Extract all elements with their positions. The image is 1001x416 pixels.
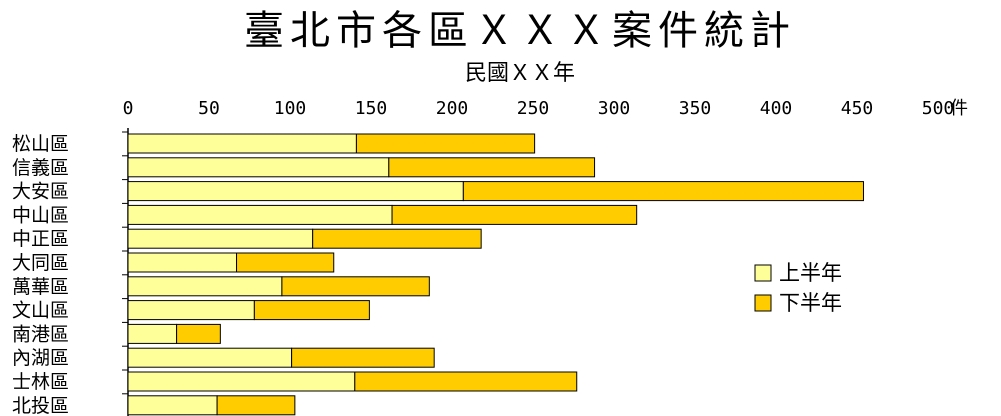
bar-second-half	[355, 133, 536, 154]
bar-second-half	[354, 371, 578, 392]
category-label: 中正區	[12, 228, 69, 250]
bar-second-half	[462, 181, 864, 202]
x-axis-unit: 件	[950, 98, 968, 119]
bar-second-half	[291, 347, 435, 368]
bar-first-half	[127, 347, 293, 368]
bar-first-half	[127, 300, 255, 321]
bar-first-half	[127, 133, 357, 154]
category-label: 南港區	[12, 323, 69, 345]
x-tick-label: 200	[436, 98, 469, 119]
x-tick-label: 50	[198, 98, 220, 119]
bar-second-half	[281, 276, 430, 297]
category-label: 內湖區	[12, 347, 69, 369]
category-label: 萬華區	[12, 276, 69, 298]
x-tick-label: 500	[922, 98, 955, 119]
bar-first-half	[127, 252, 238, 273]
bar-second-half	[176, 323, 221, 344]
legend-label: 下半年	[779, 291, 842, 315]
legend-swatch	[754, 294, 772, 312]
bar-second-half	[236, 252, 335, 273]
category-label: 信義區	[12, 157, 69, 179]
x-tick-label: 100	[274, 98, 307, 119]
x-tick-label: 350	[679, 98, 712, 119]
bar-second-half	[312, 228, 482, 249]
bar-first-half	[127, 395, 218, 416]
chart-subtitle: 民國ＸＸ年	[465, 61, 575, 86]
category-label: 中山區	[12, 204, 69, 226]
legend-label: 上半年	[779, 261, 842, 285]
x-tick-label: 450	[841, 98, 874, 119]
bar-first-half	[127, 204, 393, 225]
bar-second-half	[253, 300, 370, 321]
bar-first-half	[127, 323, 178, 344]
category-label: 北投區	[12, 395, 69, 416]
x-tick-label: 250	[517, 98, 550, 119]
bar-second-half	[388, 157, 596, 178]
bar-first-half	[127, 157, 390, 178]
category-label: 大同區	[12, 252, 69, 274]
category-label: 松山區	[12, 133, 69, 155]
bar-second-half	[216, 395, 296, 416]
category-label: 大安區	[12, 181, 69, 203]
x-tick-label: 300	[598, 98, 631, 119]
category-label: 文山區	[12, 300, 69, 322]
chart-title: 臺北市各區ＸＸＸ案件統計	[244, 8, 796, 54]
bar-second-half	[391, 204, 638, 225]
x-tick-label: 400	[760, 98, 793, 119]
bar-first-half	[127, 371, 356, 392]
legend-swatch	[754, 264, 772, 282]
x-tick-label: 0	[123, 98, 134, 119]
bar-first-half	[127, 228, 314, 249]
category-label: 士林區	[12, 371, 69, 393]
bar-first-half	[127, 181, 464, 202]
bar-first-half	[127, 276, 283, 297]
x-tick-label: 150	[355, 98, 388, 119]
